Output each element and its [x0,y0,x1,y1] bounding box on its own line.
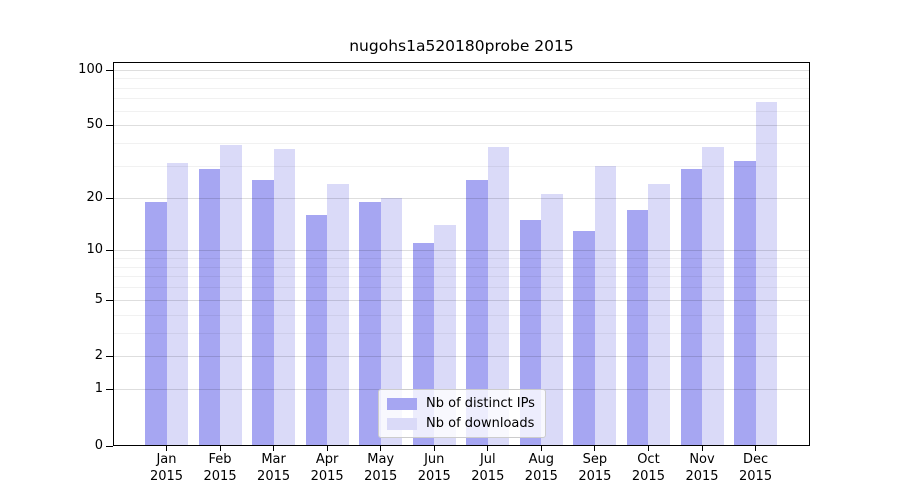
x-tick-label-year-apr: 2015 [310,469,344,484]
x-tick-mark-dec [755,446,757,451]
bar-downloads-oct [648,183,670,446]
gridline-100 [113,69,810,71]
gridline-60 [113,110,810,112]
x-tick-mark-aug [540,446,542,451]
x-tick-label-year-may: 2015 [364,469,398,484]
y-tick-label-20: 20 [86,189,103,205]
y-tick-mark-20 [106,197,113,199]
y-tick-label-1: 1 [94,381,103,397]
gridline-90 [113,78,810,80]
x-tick-mark-jan [166,446,167,451]
y-tick-mark-2 [106,356,113,358]
x-tick-label-year-nov: 2015 [685,469,719,484]
x-tick-label-month-aug: Aug [528,452,555,467]
y-tick-label-100: 100 [78,61,103,77]
bar-downloads-mar [273,149,296,446]
bar-distinct-ips-sep [573,230,595,446]
x-tick-label-month-mar: Mar [261,452,286,467]
legend-item-distinct-ips: Nb of distinct IPs [387,396,537,411]
bar-downloads-sep [594,166,617,446]
y-tick-mark-10 [106,250,113,252]
y-tick-label-5: 5 [94,291,103,307]
gridline-50 [113,125,810,127]
x-tick-label-month-jan: Jan [156,452,177,467]
legend-item-downloads: Nb of downloads [387,416,537,431]
x-tick-label-year-jan: 2015 [149,469,184,484]
y-tick-label-0: 0 [94,438,103,453]
x-tick-mark-apr [326,446,328,451]
plot-area [113,62,810,446]
x-tick-mark-may [380,446,382,451]
x-tick-label-month-nov: Nov [689,452,715,467]
bar-distinct-ips-dec [734,160,756,446]
x-tick-label-year-aug: 2015 [524,469,558,484]
x-tick-label-month-may: May [367,452,395,467]
x-tick-mark-sep [594,446,596,451]
y-tick-mark-50 [106,125,113,127]
gridline-70 [113,98,810,100]
x-tick-label-year-feb: 2015 [203,469,237,484]
bar-distinct-ips-feb [198,168,221,446]
bar-distinct-ips-mar [252,180,274,446]
bar-distinct-ips-may [359,201,381,446]
x-tick-label-year-jun: 2015 [417,469,451,484]
bar-downloads-apr [327,183,349,446]
x-tick-label-month-jun: Jun [424,452,445,467]
bar-distinct-ips-jan [145,201,167,446]
bar-downloads-aug [541,193,563,446]
bar-distinct-ips-jul [466,180,488,446]
x-tick-label-month-sep: Sep [582,452,608,467]
x-tick-label-year-oct: 2015 [631,469,665,484]
legend: Nb of distinct IPs Nb of downloads [378,389,546,438]
y-tick-mark-1 [106,389,113,391]
x-tick-label-month-jul: Jul [479,452,496,467]
bar-downloads-nov [702,147,724,446]
legend-swatch-downloads [387,417,417,430]
bar-distinct-ips-oct [626,210,649,446]
legend-label-downloads: Nb of downloads [426,416,535,431]
bar-downloads-jul [487,147,510,446]
x-tick-mark-feb [219,446,221,451]
x-tick-label-year-mar: 2015 [257,469,291,484]
y-tick-label-10: 10 [86,242,103,258]
gridline-80 [113,87,810,89]
x-tick-mark-oct [647,446,649,451]
x-tick-mark-mar [273,446,275,451]
x-tick-mark-nov [701,446,703,451]
x-tick-label-month-oct: Oct [637,452,660,467]
legend-swatch-distinct-ips [387,397,417,410]
legend-label-distinct-ips: Nb of distinct IPs [426,396,535,411]
bar-distinct-ips-apr [305,215,328,446]
bar-downloads-dec [755,101,778,446]
y-tick-mark-5 [106,299,113,301]
y-tick-mark-100 [106,69,113,71]
x-tick-mark-jun [433,446,435,451]
bar-downloads-jan [166,163,188,446]
y-tick-mark-0 [106,446,113,447]
chart-title: nugohs1a520180probe 2015 [349,37,574,55]
bar-downloads-may [380,197,403,446]
x-tick-mark-jul [487,446,489,451]
bar-downloads-feb [220,145,242,446]
bar-distinct-ips-nov [680,168,702,446]
x-tick-label-month-apr: Apr [315,452,339,467]
x-tick-label-month-dec: Dec [742,452,769,467]
x-tick-label-year-sep: 2015 [578,469,612,484]
gridline-40 [113,143,810,145]
x-tick-label-year-jul: 2015 [471,469,505,484]
y-tick-label-2: 2 [94,348,103,364]
x-tick-label-month-feb: Feb [208,452,232,467]
x-tick-label-year-dec: 2015 [739,469,773,484]
y-tick-label-50: 50 [86,117,103,133]
